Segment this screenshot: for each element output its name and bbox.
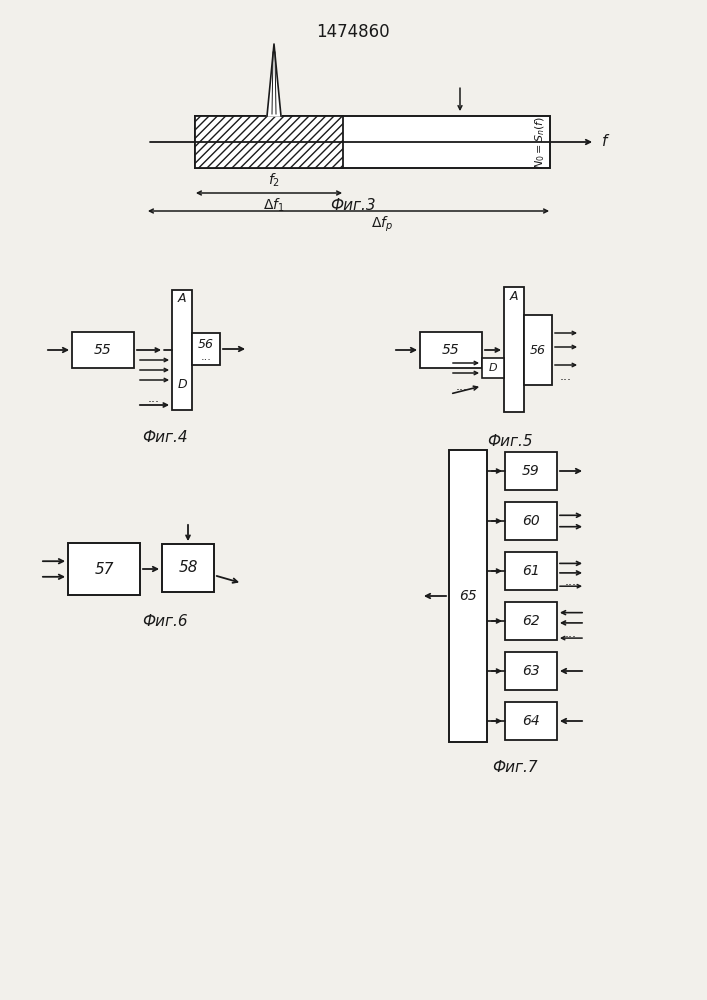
- Bar: [504, 287, 524, 412]
- Bar: [505, 552, 557, 590]
- Text: $N_0 = S_n(f)$: $N_0 = S_n(f)$: [533, 115, 547, 169]
- Bar: [72, 332, 134, 368]
- Text: f: f: [602, 133, 608, 148]
- Bar: [68, 543, 140, 595]
- Text: 61: 61: [522, 564, 540, 578]
- Text: 65: 65: [459, 589, 477, 603]
- Text: D: D: [489, 363, 497, 373]
- Text: 1474860: 1474860: [316, 23, 390, 41]
- Bar: [195, 116, 343, 168]
- Bar: [420, 332, 482, 368]
- Text: 63: 63: [522, 664, 540, 678]
- Text: A: A: [177, 292, 186, 306]
- Bar: [449, 450, 487, 742]
- Text: 55: 55: [442, 343, 460, 357]
- Text: 64: 64: [522, 714, 540, 728]
- Text: 59: 59: [522, 464, 540, 478]
- Polygon shape: [267, 44, 281, 116]
- Bar: [505, 602, 557, 640]
- Text: 55: 55: [94, 343, 112, 357]
- Text: Фиг.3: Фиг.3: [330, 198, 376, 213]
- Text: Фиг.7: Фиг.7: [492, 760, 538, 776]
- Bar: [524, 315, 552, 385]
- Text: A: A: [510, 290, 518, 302]
- Text: ...: ...: [565, 627, 577, 640]
- Bar: [192, 333, 220, 365]
- Text: 62: 62: [522, 614, 540, 628]
- Text: ...: ...: [565, 575, 577, 588]
- Text: 56: 56: [198, 338, 214, 352]
- Text: $\Delta f_p$: $\Delta f_p$: [371, 214, 393, 234]
- Bar: [195, 116, 550, 168]
- Bar: [162, 544, 214, 592]
- Bar: [505, 702, 557, 740]
- Text: ...: ...: [201, 352, 211, 362]
- Text: ...: ...: [148, 391, 160, 404]
- Text: 56: 56: [530, 344, 546, 357]
- Text: Фиг.5: Фиг.5: [487, 434, 533, 450]
- Text: $f_2$: $f_2$: [268, 171, 280, 189]
- Bar: [482, 358, 504, 378]
- Text: $\Delta f_1$: $\Delta f_1$: [263, 196, 285, 214]
- Text: Фиг.6: Фиг.6: [142, 614, 188, 630]
- Text: 60: 60: [522, 514, 540, 528]
- Text: D: D: [177, 378, 187, 391]
- Bar: [172, 290, 192, 410]
- Bar: [505, 502, 557, 540]
- Text: Фиг.4: Фиг.4: [142, 430, 188, 446]
- Text: 58: 58: [178, 560, 198, 576]
- Text: 57: 57: [94, 562, 114, 576]
- Bar: [505, 652, 557, 690]
- Text: ...: ...: [560, 370, 572, 383]
- Bar: [505, 452, 557, 490]
- Text: ...: ...: [456, 379, 468, 392]
